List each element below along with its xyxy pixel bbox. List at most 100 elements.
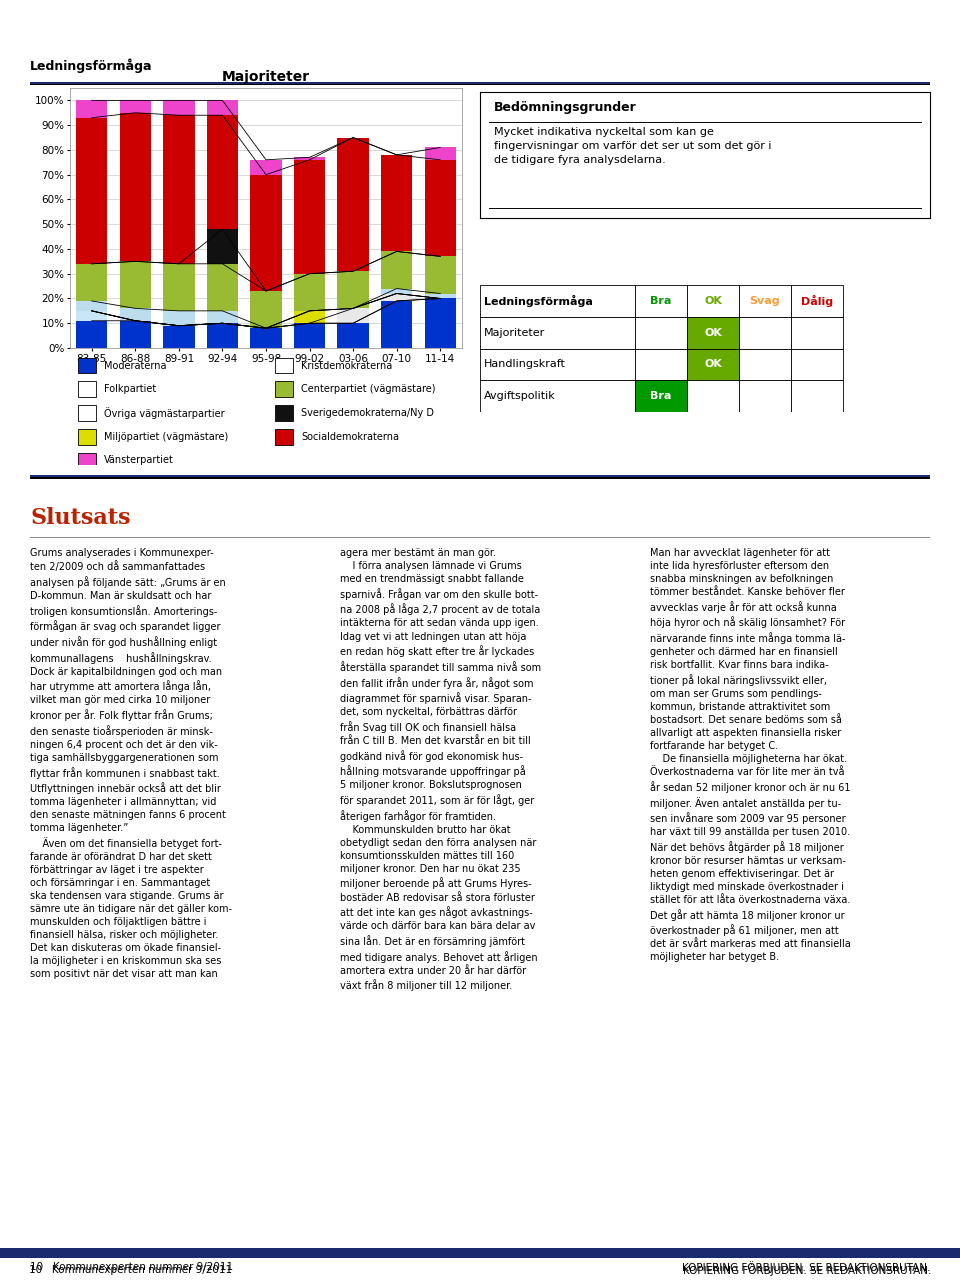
Bar [30,477,930,479]
Text: Centerpartiet (vägmästare): Centerpartiet (vägmästare) [301,385,436,395]
Bar [791,381,843,412]
Bar [206,229,238,264]
Bar [120,262,151,309]
Bar [163,264,195,310]
Bar [76,320,108,347]
Text: Majoriteter: Majoriteter [484,328,545,337]
Bar [337,272,369,309]
Bar [251,174,281,291]
Bar [294,160,325,274]
Bar [206,115,238,229]
Bar [276,381,293,397]
Bar [739,381,791,412]
Bar [480,349,635,381]
Bar [687,285,739,317]
Bar [381,251,413,288]
Bar [78,358,96,373]
Bar [76,301,108,310]
Bar [480,285,635,317]
Bar [163,115,195,264]
Bar [635,285,687,317]
Bar [276,429,293,445]
Bar [381,288,413,294]
Text: Bra: Bra [650,391,672,401]
Bar [424,294,456,299]
Bar [294,323,325,347]
Text: 10   Kommunexperten nummer 9/2011: 10 Kommunexperten nummer 9/2011 [29,1265,232,1276]
Bar [30,476,930,477]
Bar [120,320,151,347]
Bar [120,113,151,262]
Text: agera mer bestämt än man gör.
    I förra analysen lämnade vi Grums
med en trend: agera mer bestämt än man gör. I förra an… [340,547,541,991]
Bar [76,264,108,301]
Bar [76,100,108,118]
Text: Man har avvecklat lägenheter för att
inte lida hyresförluster eftersom den
snabb: Man har avvecklat lägenheter för att int… [650,547,851,963]
Bar [294,310,325,323]
Bar [635,317,687,349]
Bar [687,349,739,381]
Bar [424,147,456,160]
Bar [206,100,238,115]
Bar [635,381,687,412]
Bar [78,381,96,397]
Text: OK: OK [704,296,722,306]
Bar [687,317,739,349]
Bar [276,405,293,420]
Bar [76,118,108,264]
Bar [206,310,238,323]
Text: Mycket indikativa nyckeltal som kan ge
fingervisningar om varför det ser ut som : Mycket indikativa nyckeltal som kan ge f… [493,127,771,165]
Bar [120,100,151,113]
Bar [206,323,238,347]
Bar [687,381,739,412]
Bar [163,310,195,326]
Text: OK: OK [704,328,722,337]
Bar [424,299,456,347]
Bar [381,301,413,347]
Bar [78,405,96,420]
Bar [480,317,635,349]
Text: KOPIERING FÖRBJUDEN. SE REDAKTIONSRUTAN.: KOPIERING FÖRBJUDEN. SE REDAKTIONSRUTAN. [682,1260,930,1273]
Text: Handlingskraft: Handlingskraft [484,359,565,369]
Bar [78,453,96,468]
Text: Grums analyserades i Kommunexper-
ten 2/2009 och då sammanfattades
analysen på f: Grums analyserades i Kommunexper- ten 2/… [30,547,232,979]
Text: OK: OK [704,359,722,369]
Bar [206,264,238,310]
Bar [30,82,930,83]
Bar [76,310,108,320]
Bar [381,155,413,251]
Bar [276,358,293,373]
Bar [163,326,195,347]
Bar [381,294,413,301]
Bar [0,1247,960,1258]
Bar [739,285,791,317]
Bar [739,349,791,381]
Text: Grums: Grums [12,6,83,26]
Bar [78,429,96,445]
Bar [791,349,843,381]
Text: Ledningsförmåga: Ledningsförmåga [30,58,153,73]
Bar [251,291,281,328]
Text: KOPIERING FÖRBJUDEN. SE REDAKTIONSRUTAN.: KOPIERING FÖRBJUDEN. SE REDAKTIONSRUTAN. [683,1264,931,1276]
Bar [337,323,369,347]
Text: Socialdemokraterna: Socialdemokraterna [301,432,399,442]
Text: Övriga vägmästarpartier: Övriga vägmästarpartier [104,408,225,419]
Bar [337,137,369,272]
Text: 10   Kommunexperten nummer 9/2011: 10 Kommunexperten nummer 9/2011 [30,1261,233,1272]
Text: Slutsats: Slutsats [30,506,131,528]
Bar [337,309,369,323]
Text: Bedömningsgrunder: Bedömningsgrunder [493,101,636,114]
Bar [163,100,195,115]
Text: Vänsterpartiet: Vänsterpartiet [104,455,174,465]
Bar [0,1247,960,1251]
Text: Bra: Bra [650,296,672,306]
Text: Avgiftspolitik: Avgiftspolitik [484,391,556,401]
Text: Moderaterna: Moderaterna [104,360,166,370]
Text: Svag: Svag [750,296,780,306]
Bar [480,381,635,412]
Bar [120,309,151,320]
Bar [424,256,456,294]
Bar [294,274,325,310]
Bar [294,158,325,160]
Bar [424,160,456,256]
Bar [635,349,687,381]
